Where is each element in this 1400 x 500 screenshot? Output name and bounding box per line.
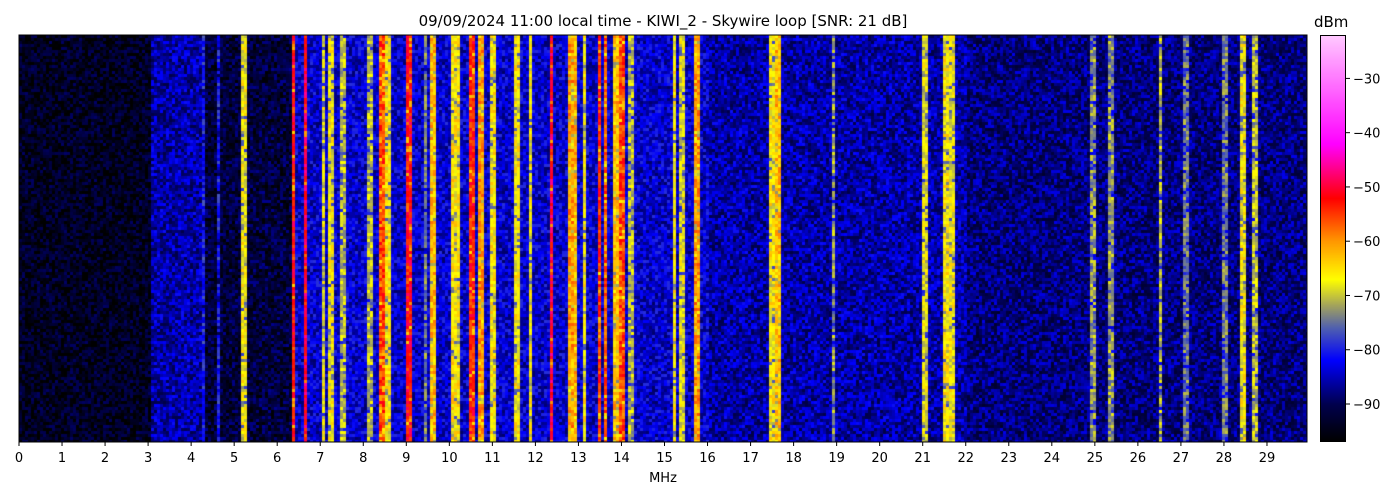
- x-tick-label: 17: [742, 451, 759, 466]
- x-tick-label: 2: [101, 451, 109, 466]
- x-tick-label: 1: [58, 451, 66, 466]
- plot-frame: [18, 34, 1308, 443]
- x-tick-label: 26: [1130, 451, 1147, 466]
- x-tick-label: 20: [871, 451, 888, 466]
- colorbar: [1320, 35, 1346, 442]
- chart-title: 09/09/2024 11:00 local time - KIWI_2 - S…: [418, 12, 908, 30]
- colorbar-tick-label: −60: [1353, 235, 1380, 250]
- x-tick-label: 9: [402, 451, 410, 466]
- x-tick-label: 25: [1087, 451, 1104, 466]
- x-axis-label: MHz: [649, 471, 677, 486]
- x-tick-label: 5: [230, 451, 238, 466]
- x-tick-label: 15: [656, 451, 673, 466]
- x-tick-label: 6: [273, 451, 281, 466]
- x-tick-label: 16: [699, 451, 716, 466]
- x-tick-label: 7: [316, 451, 324, 466]
- x-tick-label: 11: [484, 451, 501, 466]
- colorbar-tick-label: −50: [1353, 181, 1380, 196]
- colorbar-tick-label: −70: [1353, 289, 1380, 304]
- x-tick-label: 18: [785, 451, 802, 466]
- x-tick-label: 4: [187, 451, 195, 466]
- x-tick-label: 24: [1044, 451, 1061, 466]
- x-tick-label: 28: [1216, 451, 1233, 466]
- x-tick-label: 29: [1259, 451, 1276, 466]
- colorbar-tick-label: −80: [1353, 344, 1380, 359]
- x-tick-label: 27: [1173, 451, 1190, 466]
- x-tick-label: 21: [914, 451, 931, 466]
- x-tick-label: 3: [144, 451, 152, 466]
- x-tick-label: 14: [613, 451, 630, 466]
- x-tick-label: 8: [359, 451, 367, 466]
- colorbar-tick-label: −30: [1353, 72, 1380, 87]
- colorbar-tick-label: −90: [1353, 398, 1380, 413]
- colorbar-tick-label: −40: [1353, 127, 1380, 142]
- x-tick-label: 22: [957, 451, 974, 466]
- x-tick-label: 13: [570, 451, 587, 466]
- waterfall-heatmap: [19, 35, 1307, 442]
- x-tick-label: 10: [441, 451, 458, 466]
- x-tick-label: 0: [15, 451, 23, 466]
- x-tick-label: 12: [527, 451, 544, 466]
- x-tick-label: 19: [828, 451, 845, 466]
- colorbar-label: dBm: [1314, 13, 1349, 31]
- x-tick-label: 23: [1001, 451, 1018, 466]
